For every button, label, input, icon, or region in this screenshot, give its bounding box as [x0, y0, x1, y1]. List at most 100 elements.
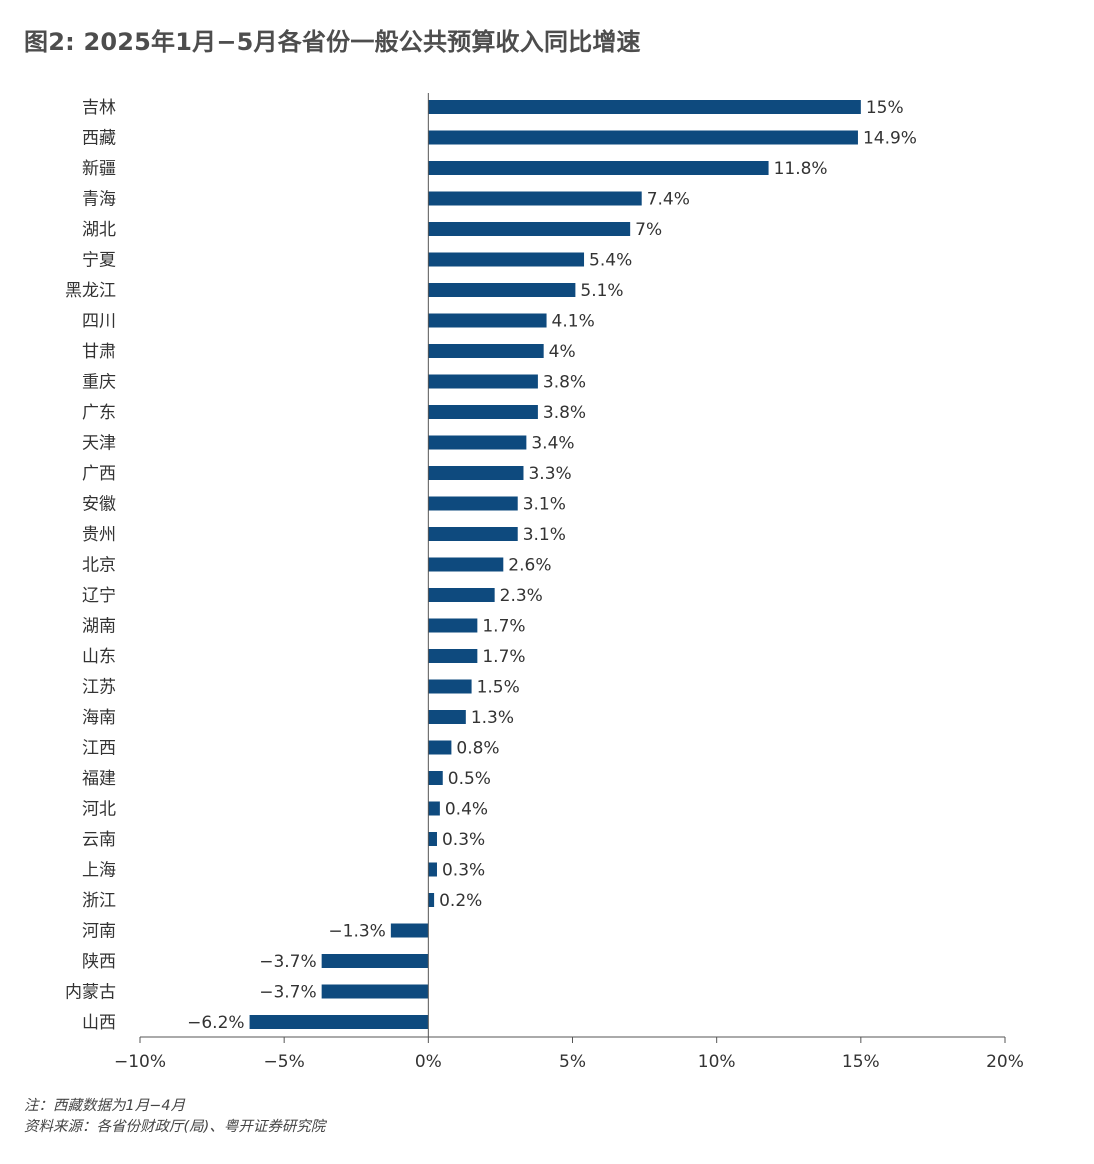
- bar: [428, 618, 478, 633]
- category-label: 江西: [82, 739, 116, 759]
- data-label: 1.7%: [482, 617, 525, 637]
- data-label: 7.4%: [647, 190, 690, 210]
- data-label: 15%: [866, 98, 904, 118]
- bar: [428, 100, 861, 114]
- category-label: 北京: [82, 556, 116, 576]
- bar: [428, 771, 443, 785]
- data-label: 3.8%: [543, 373, 586, 393]
- x-tick-label: 5%: [559, 1052, 586, 1072]
- data-label: 3.3%: [528, 464, 571, 484]
- bar: [428, 435, 527, 450]
- data-label: 1.5%: [477, 678, 520, 698]
- category-label: 上海: [82, 861, 116, 881]
- category-label: 辽宁: [82, 586, 116, 606]
- bar: [428, 344, 544, 358]
- bar: [428, 313, 547, 328]
- bar: [428, 466, 524, 480]
- data-label: 2.6%: [508, 556, 551, 576]
- data-label: 4%: [549, 342, 576, 362]
- data-label: −3.7%: [259, 983, 316, 1003]
- x-tick-label: 0%: [415, 1052, 442, 1072]
- data-label: 7%: [635, 220, 662, 240]
- bar: [428, 252, 585, 267]
- bar: [428, 222, 631, 236]
- category-label: 陕西: [82, 952, 116, 972]
- bar: [390, 923, 429, 938]
- category-label: 贵州: [82, 525, 116, 545]
- category-label: 宁夏: [82, 251, 116, 271]
- data-label: −6.2%: [187, 1013, 244, 1033]
- x-tick-label: 15%: [842, 1052, 880, 1072]
- data-label: 3.1%: [523, 525, 566, 545]
- x-tick-label: −5%: [264, 1052, 305, 1072]
- chart-notes: 注：西藏数据为1月−4月 资料来源：各省份财政厅(局)、粤开证券研究院: [24, 1096, 325, 1138]
- data-label: 11.8%: [774, 159, 828, 179]
- category-label: 黑龙江: [65, 281, 116, 301]
- note-text: 注：西藏数据为1月−4月: [24, 1098, 186, 1114]
- chart-title: 图2: 2025年1月−5月各省份一般公共预算收入同比增速: [24, 28, 641, 56]
- category-label: 浙江: [82, 891, 116, 911]
- bar: [428, 862, 437, 877]
- category-label: 四川: [82, 312, 116, 332]
- bar: [428, 283, 576, 297]
- bar: [428, 130, 858, 145]
- source-text: 资料来源：各省份财政厅(局)、粤开证券研究院: [24, 1119, 326, 1135]
- category-label: 广西: [82, 464, 116, 484]
- bar: [428, 710, 466, 724]
- data-label: 0.4%: [445, 800, 488, 820]
- bar: [428, 161, 769, 175]
- category-label: 云南: [82, 830, 116, 850]
- data-label: 0.5%: [448, 769, 491, 789]
- data-label: 0.3%: [442, 861, 485, 881]
- bar: [428, 740, 452, 755]
- category-label: 重庆: [82, 373, 116, 393]
- bar: [428, 405, 538, 419]
- bar: [249, 1015, 429, 1029]
- data-label: −1.3%: [328, 922, 385, 942]
- axes: −10% −5% 0% 5% 10% 15% 20%: [114, 93, 1024, 1072]
- category-label: 西藏: [82, 129, 116, 149]
- data-label: 5.4%: [589, 251, 632, 271]
- data-label: 3.8%: [543, 403, 586, 423]
- bar: [428, 557, 504, 572]
- category-label: 海南: [82, 708, 116, 728]
- bar-chart: 吉林西藏新疆青海湖北宁夏黑龙江四川甘肃重庆广东天津广西安徽贵州北京辽宁湖南山东江…: [65, 93, 1024, 1072]
- category-label: 新疆: [82, 159, 116, 179]
- x-tick-label: 20%: [986, 1052, 1024, 1072]
- data-label: 0.8%: [456, 739, 499, 759]
- bar: [428, 649, 478, 663]
- category-label: 湖南: [82, 617, 116, 637]
- bar: [428, 588, 495, 602]
- data-label: −3.7%: [259, 952, 316, 972]
- data-label: 4.1%: [552, 312, 595, 332]
- bar: [428, 801, 440, 816]
- category-label: 青海: [82, 190, 116, 210]
- data-label: 1.7%: [482, 647, 525, 667]
- bar: [321, 984, 429, 999]
- bar: [321, 954, 429, 968]
- bar: [428, 496, 518, 511]
- data-label: 2.3%: [500, 586, 543, 606]
- category-label: 山西: [82, 1013, 116, 1033]
- bar: [428, 679, 472, 694]
- data-label: 3.1%: [523, 495, 566, 515]
- x-tick-label: −10%: [114, 1052, 166, 1072]
- category-label: 甘肃: [82, 342, 116, 362]
- bar: [428, 374, 538, 389]
- data-label: 5.1%: [580, 281, 623, 301]
- category-label: 安徽: [82, 495, 116, 515]
- category-label: 天津: [82, 434, 116, 454]
- category-label: 吉林: [82, 98, 116, 118]
- data-label: 0.3%: [442, 830, 485, 850]
- category-label: 山东: [82, 647, 116, 667]
- x-tick-label: 10%: [698, 1052, 736, 1072]
- category-labels: 吉林西藏新疆青海湖北宁夏黑龙江四川甘肃重庆广东天津广西安徽贵州北京辽宁湖南山东江…: [65, 98, 116, 1033]
- category-label: 福建: [82, 769, 116, 789]
- data-label: 0.2%: [439, 891, 482, 911]
- data-label: 1.3%: [471, 708, 514, 728]
- data-label: 3.4%: [531, 434, 574, 454]
- category-label: 河北: [82, 800, 116, 820]
- bar: [428, 893, 435, 907]
- data-label: 14.9%: [863, 129, 917, 149]
- category-label: 河南: [82, 922, 116, 942]
